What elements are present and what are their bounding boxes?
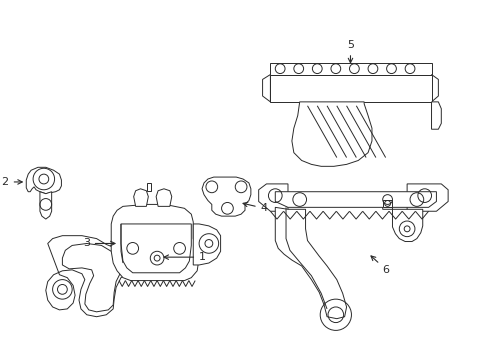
Polygon shape (258, 184, 287, 211)
Polygon shape (430, 75, 437, 102)
Polygon shape (275, 192, 435, 209)
Text: 3: 3 (82, 238, 115, 248)
Polygon shape (382, 199, 392, 207)
Polygon shape (407, 184, 447, 211)
Polygon shape (430, 102, 440, 129)
Polygon shape (193, 224, 220, 265)
Text: 2: 2 (1, 177, 22, 187)
Polygon shape (156, 189, 171, 206)
Polygon shape (202, 177, 250, 216)
Polygon shape (121, 224, 191, 273)
Polygon shape (275, 207, 346, 319)
Text: 4: 4 (243, 202, 267, 213)
Polygon shape (46, 236, 166, 317)
Polygon shape (270, 63, 430, 75)
Text: 5: 5 (346, 40, 353, 63)
Polygon shape (26, 167, 61, 194)
Polygon shape (392, 209, 422, 242)
Polygon shape (270, 75, 430, 102)
Text: 6: 6 (370, 256, 389, 275)
Polygon shape (133, 189, 148, 206)
Polygon shape (147, 183, 151, 191)
Text: 1: 1 (164, 252, 205, 262)
Polygon shape (262, 75, 270, 102)
Polygon shape (62, 243, 163, 312)
Polygon shape (291, 102, 371, 166)
Polygon shape (40, 192, 52, 219)
Polygon shape (111, 204, 199, 280)
